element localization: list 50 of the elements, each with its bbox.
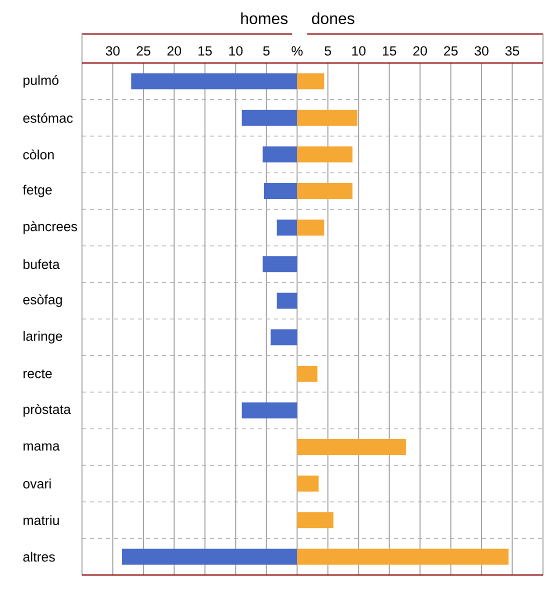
y-tick-label: altres [23,552,55,562]
bar [131,73,298,90]
x-tick-label: 10 [229,46,243,56]
y-tick-label: pròstata [24,404,71,417]
bar [262,256,298,272]
bar [276,292,298,309]
bar [297,110,358,126]
x-tick-label: 20 [167,46,182,56]
bar [297,183,352,200]
bar [276,220,298,236]
x-tick-label: 35 [505,46,520,56]
text: homes [241,12,288,24]
bar [297,220,324,236]
x-tick-label: 15 [198,46,212,56]
bar [297,146,352,162]
x-tick-label: 5 [263,46,270,56]
y-tick-label: laringe [24,331,62,344]
x-tick-label: 15 [382,46,396,56]
bar [297,548,509,565]
x-tick-label: 5 [324,46,332,56]
y-tick-label: mama [24,443,60,451]
x-tick-label: 10 [352,46,366,56]
y-tick-label: pulmó [24,74,58,88]
x-tick-label: 30 [474,46,488,56]
y-tick-label: recte [24,369,52,378]
x-tick-label: 20 [413,46,427,56]
x-tick-label: 30 [106,46,120,56]
bar [242,402,298,418]
y-tick-label: pàncrees [24,221,78,234]
bar [297,512,334,528]
x-tick-label: 25 [444,46,458,56]
y-tick-label: fetge [22,184,52,198]
y-tick-label: esòfag [23,294,62,308]
y-tick-label: matriu [24,515,59,526]
y-tick-label: bufeta [24,259,60,270]
x-tick-label: % [292,46,303,56]
bar [262,146,298,162]
y-tick-label: estómac [23,112,73,123]
bar [270,329,298,346]
y-tick-label: ovari [23,478,51,488]
bar [297,366,318,382]
bar [297,439,406,456]
y-tick-label: còlon [23,149,54,160]
bar [264,183,298,200]
bar [242,110,298,126]
bar [297,476,319,492]
bar [122,548,298,565]
text: dones [312,12,354,24]
x-tick-label: 25 [136,46,150,56]
bar [297,73,324,90]
